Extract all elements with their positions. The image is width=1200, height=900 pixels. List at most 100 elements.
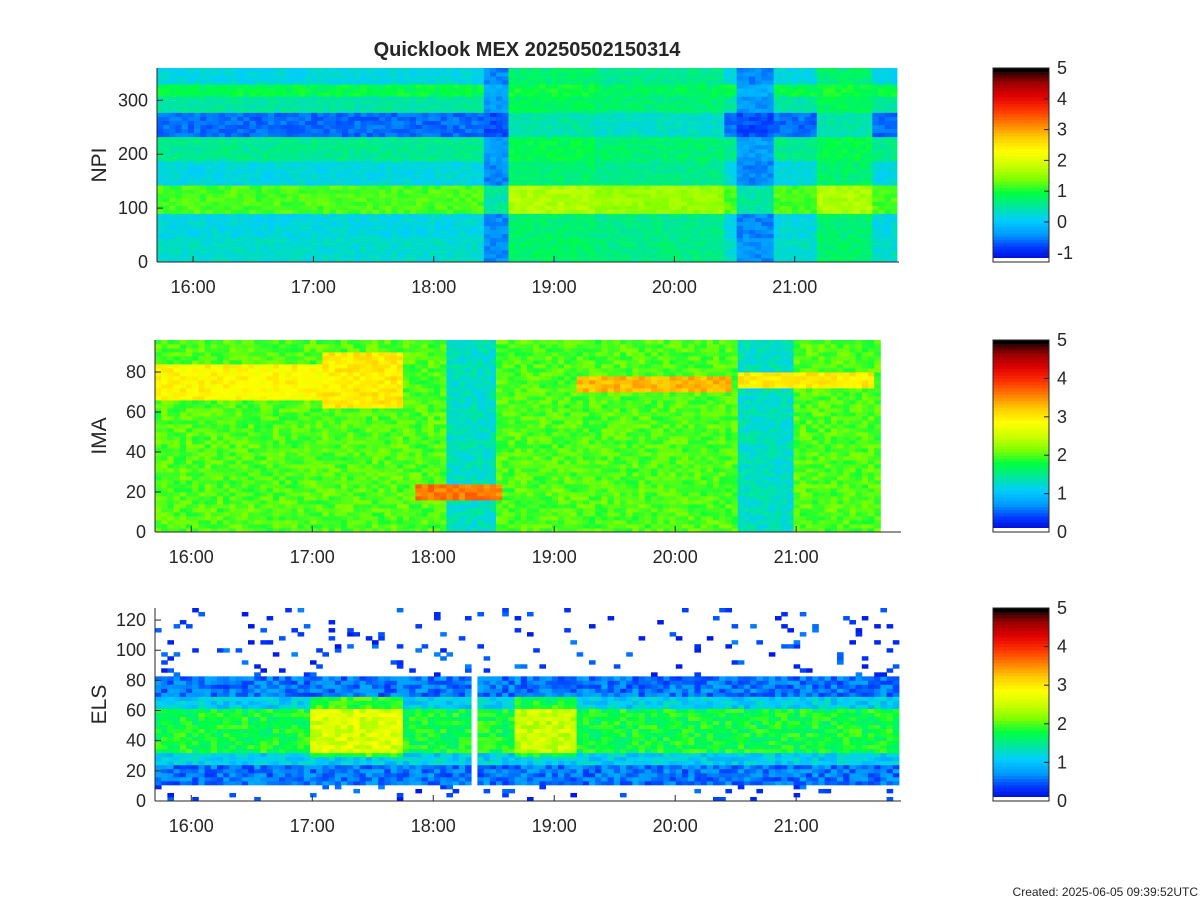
npi-cell — [551, 241, 559, 247]
npi-cell — [348, 84, 355, 89]
npi-cell — [292, 209, 300, 214]
npi-cell — [440, 140, 448, 146]
npi-cell — [557, 76, 565, 81]
npi-cell — [792, 201, 799, 206]
npi-cell — [224, 205, 232, 210]
npi-cell — [477, 80, 485, 85]
npi-cell — [335, 221, 343, 227]
npi-cell — [724, 253, 731, 259]
npi-cell — [699, 120, 707, 125]
npi-cell — [644, 245, 651, 251]
npi-cell — [409, 140, 417, 146]
npi-cell — [508, 112, 516, 117]
npi-cell — [557, 100, 565, 105]
npi-cell — [792, 132, 799, 138]
npi-cell — [644, 76, 651, 81]
npi-cell — [434, 72, 442, 77]
npi-cell — [206, 72, 213, 77]
npi-cell — [662, 185, 670, 190]
npi-cell — [175, 193, 183, 198]
npi-cell — [372, 140, 380, 146]
npi-cell — [724, 140, 731, 146]
npi-cell — [317, 185, 324, 190]
npi-cell — [570, 80, 577, 85]
npi-cell — [570, 128, 577, 134]
npi-cell — [742, 225, 750, 231]
npi-cell — [792, 124, 799, 130]
npi-cell — [403, 205, 411, 210]
npi-cell — [662, 120, 670, 125]
npi-cell — [385, 181, 392, 186]
npi-cell — [779, 189, 787, 194]
npi-cell — [607, 165, 614, 170]
npi-cell — [496, 229, 503, 235]
npi-cell — [607, 245, 614, 251]
npi-cell — [730, 76, 738, 81]
npi-cell — [792, 160, 799, 166]
npi-cell — [249, 136, 257, 142]
npi-cell — [317, 173, 324, 178]
npi-cell — [687, 205, 694, 210]
npi-cell — [736, 72, 744, 77]
npi-cell — [613, 156, 620, 162]
npi-cell — [557, 156, 565, 162]
npi-cell — [761, 177, 768, 182]
npi-cell — [588, 177, 596, 182]
npi-cell — [718, 257, 725, 263]
npi-cell — [366, 217, 374, 222]
npi-cell — [508, 68, 516, 73]
npi-cell — [298, 116, 306, 121]
npi-cell — [490, 241, 497, 247]
npi-cell — [564, 140, 571, 146]
npi-cell — [675, 72, 682, 77]
npi-cell — [761, 128, 768, 134]
npi-cell — [539, 92, 546, 97]
npi-cell — [551, 148, 559, 154]
npi-cell — [305, 181, 312, 186]
npi-cell — [477, 181, 485, 186]
npi-cell — [169, 189, 176, 194]
npi-cell — [311, 100, 318, 105]
npi-cell — [422, 221, 429, 227]
npi-cell — [693, 120, 701, 125]
npi-cell — [446, 144, 454, 150]
npi-cell — [218, 100, 226, 105]
npi-cell — [305, 152, 312, 158]
npi-cell — [187, 221, 195, 227]
npi-cell — [594, 84, 602, 89]
npi-cell — [440, 160, 448, 166]
npi-cell — [163, 257, 170, 263]
npi-cell — [675, 128, 682, 134]
npi-cell — [773, 189, 781, 194]
npi-cell — [631, 257, 639, 263]
npi-cell — [274, 152, 281, 158]
npi-cell — [409, 128, 417, 134]
npi-cell — [428, 209, 435, 214]
npi-cell — [385, 233, 392, 239]
npi-cell — [218, 197, 226, 202]
npi-cell — [773, 241, 781, 247]
npi-cell — [699, 160, 707, 166]
npi-cell — [601, 245, 608, 251]
npi-cell — [773, 197, 781, 202]
npi-cell — [675, 80, 682, 85]
npi-cell — [163, 100, 170, 105]
npi-cell — [477, 253, 485, 259]
npi-cell — [453, 124, 460, 130]
npi-cell — [323, 165, 331, 170]
npi-cell — [588, 209, 596, 214]
npi-cell — [422, 80, 429, 85]
npi-cell — [496, 152, 503, 158]
npi-cell — [206, 193, 213, 198]
npi-cell — [311, 249, 318, 255]
npi-cell — [187, 112, 195, 117]
npi-cell — [274, 96, 281, 101]
npi-cell — [403, 92, 411, 97]
npi-cell — [416, 181, 423, 186]
npi-cell — [564, 76, 571, 81]
npi-cell — [286, 169, 294, 174]
npi-cell — [397, 221, 405, 227]
npi-cell — [570, 112, 577, 117]
npi-cell — [712, 124, 719, 130]
npi-cell — [792, 209, 799, 214]
